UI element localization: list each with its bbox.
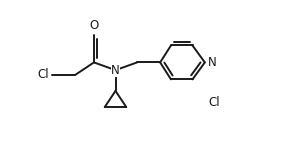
Text: O: O (89, 19, 98, 32)
Text: N: N (208, 56, 217, 69)
Text: Cl: Cl (208, 96, 220, 109)
Text: N: N (111, 64, 120, 77)
Text: Cl: Cl (38, 68, 49, 81)
